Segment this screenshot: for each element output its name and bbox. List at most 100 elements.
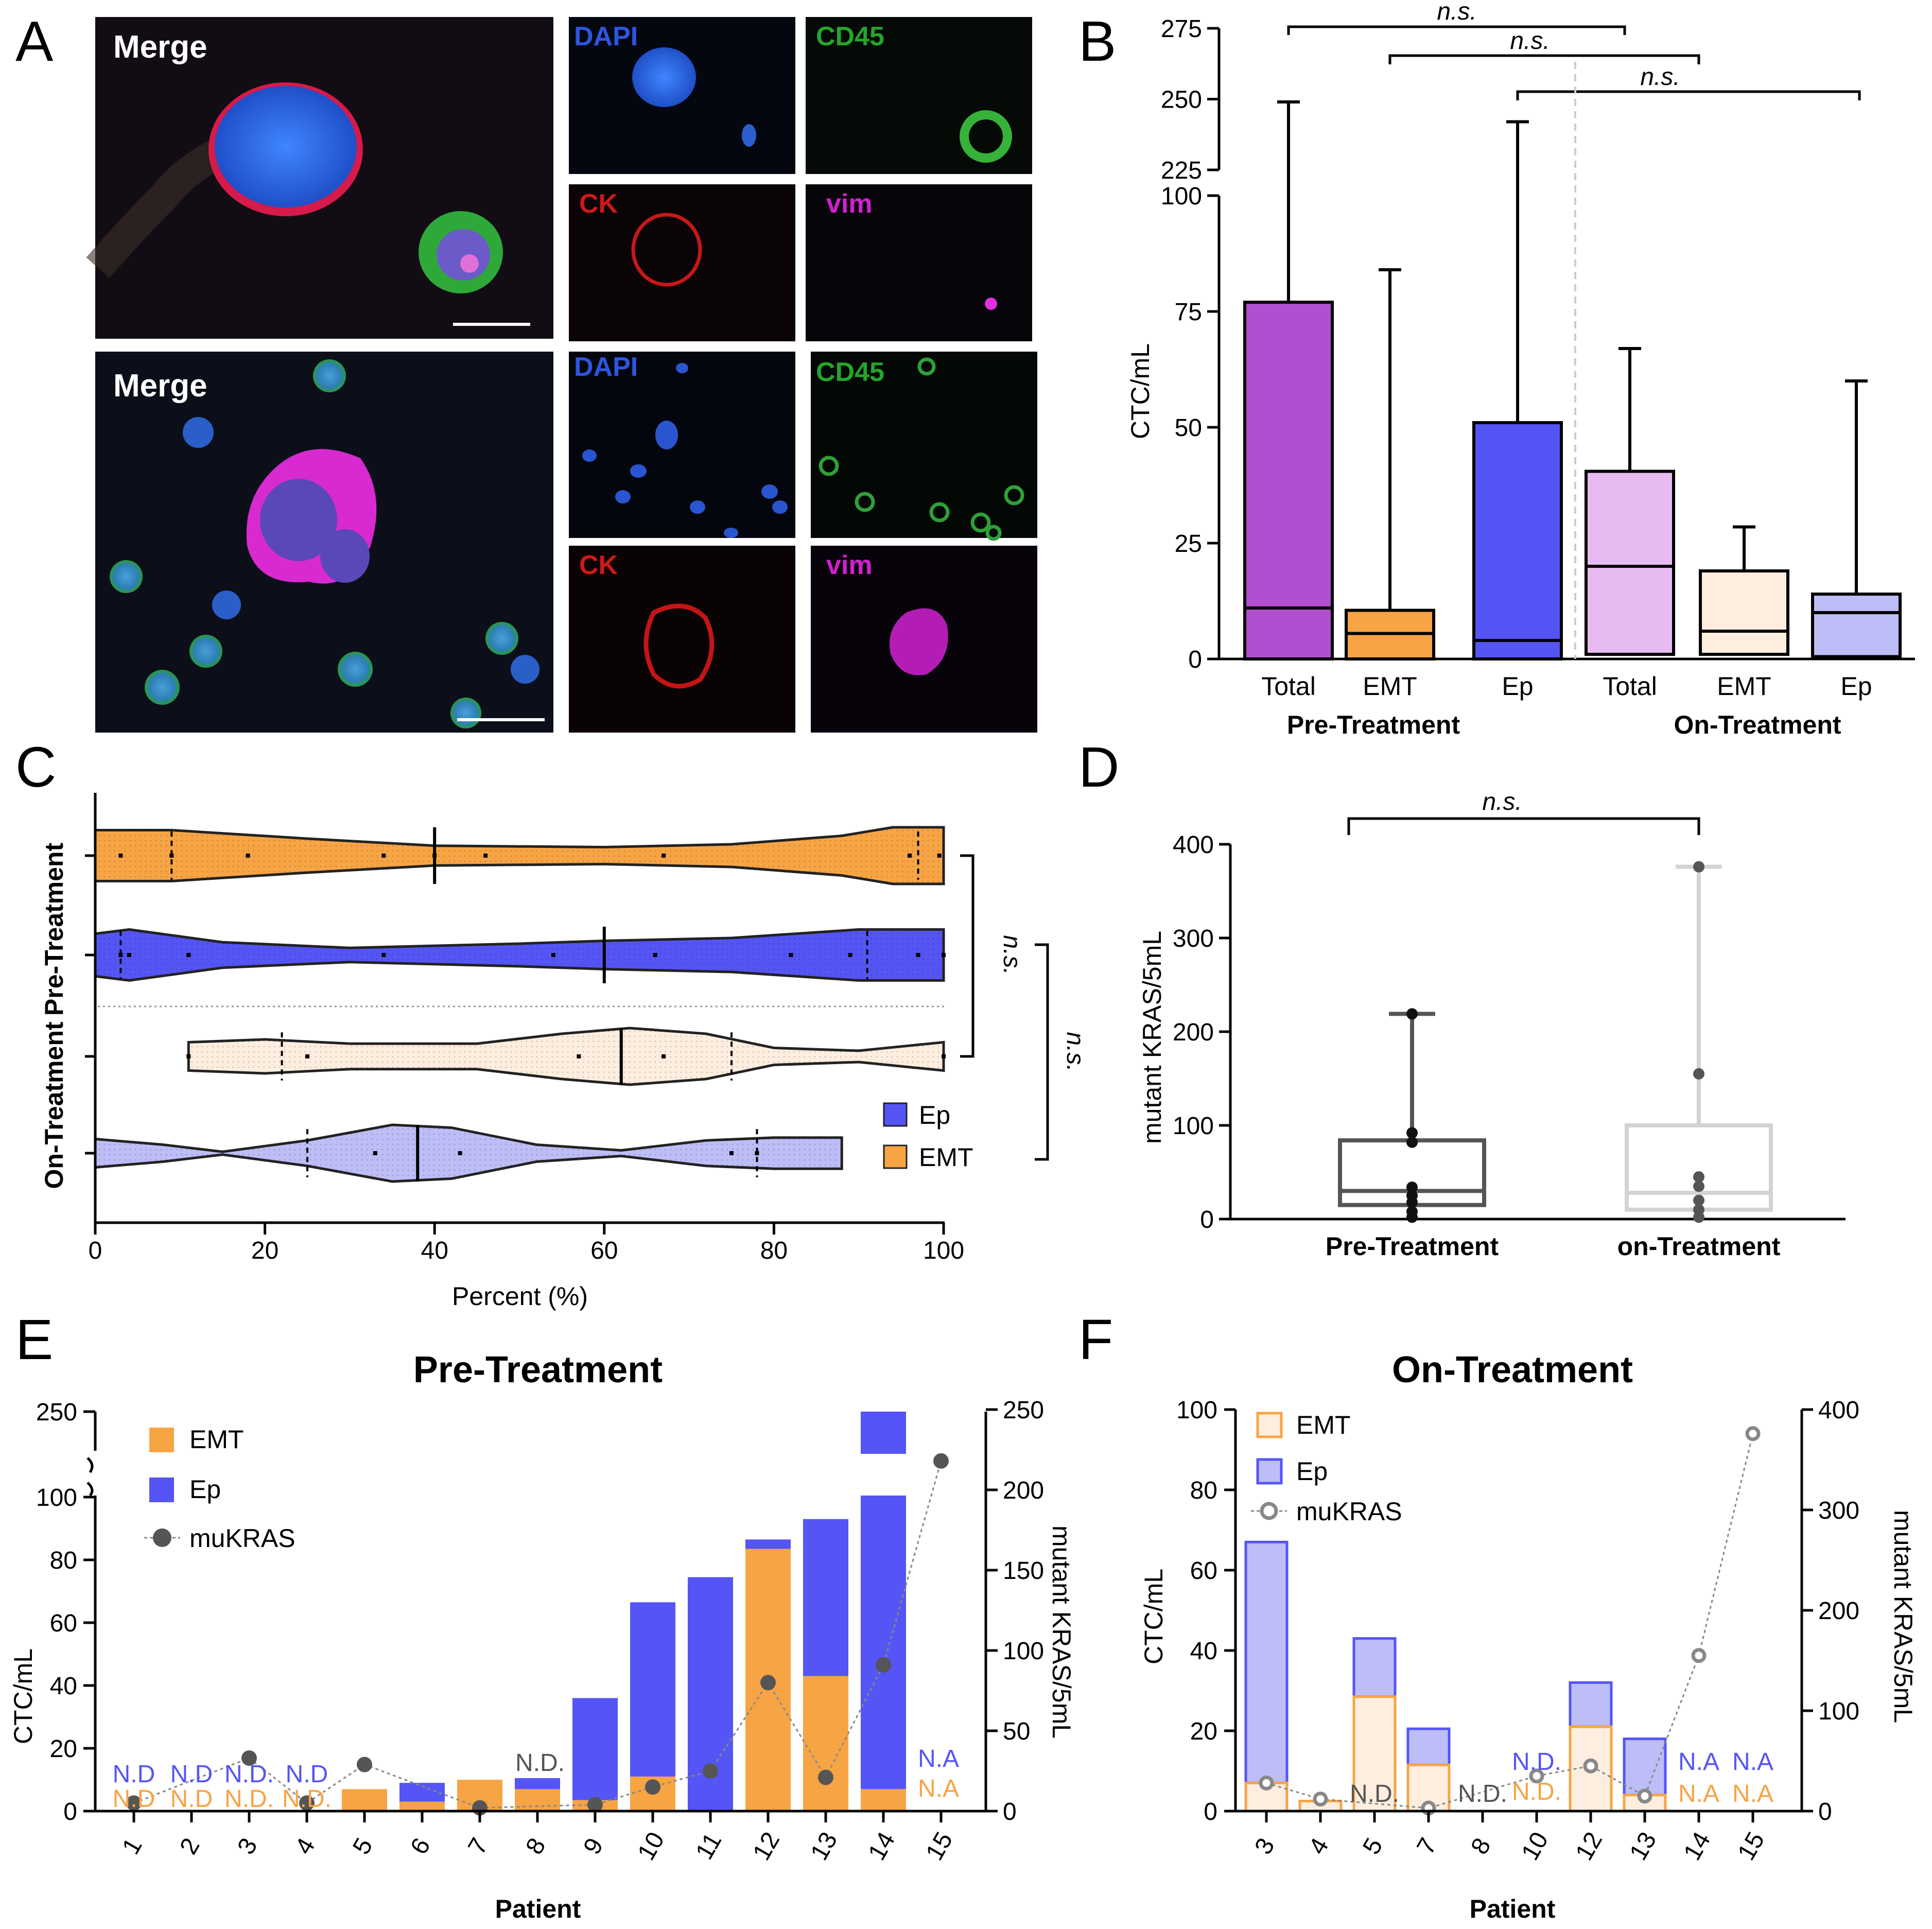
wbc-8: [485, 622, 518, 655]
panel-c-violins: [94, 826, 946, 1183]
c-violin-point: [662, 854, 666, 858]
d-point: [1693, 1194, 1704, 1206]
e-nd-ep: N.D.: [224, 1761, 274, 1788]
f-ytick-label: 20: [1190, 1718, 1217, 1745]
e-kras-point: [933, 1453, 949, 1469]
c-violin-point: [381, 953, 386, 957]
c-violin-point: [432, 854, 437, 858]
c-violin-point: [458, 1151, 462, 1155]
e-xtick-label: 2: [175, 1833, 205, 1859]
f-na-emt: N.A: [1732, 1780, 1773, 1808]
e-kras-point: [818, 1769, 833, 1785]
panel-e-y2label: mutant KRAS/5mL: [1047, 1525, 1076, 1739]
sig-label-c1: n.s.: [998, 935, 1025, 975]
b-ytick-label: 0: [1188, 646, 1202, 673]
b-ytick-label: 25: [1175, 530, 1202, 558]
panel-c-xlabel: Percent (%): [452, 1282, 588, 1311]
e-ytick-label: 100: [36, 1484, 77, 1511]
f-kras-point: [1691, 1648, 1707, 1663]
e-xtick-label: 12: [748, 1828, 786, 1865]
panel-f-ylabel: CTC/mL: [1139, 1569, 1168, 1664]
cd45-label-2: CD45: [816, 357, 884, 387]
c-xtick-label: 0: [89, 1237, 102, 1264]
panel-a-letter: A: [15, 10, 54, 73]
f-legend-kras: muKRAS: [1296, 1497, 1402, 1526]
c-violin-point: [186, 953, 191, 957]
merge-label-1: Merge: [113, 29, 207, 65]
wbc-4: [212, 590, 241, 619]
panel-f-axes: 0 20 40 60 80 100 0 100 200 300 400 3 4 5 7 8 10 12 13 14 15: [1176, 1397, 1859, 1865]
e-bar-ep: [630, 1602, 675, 1777]
e-legend-emt: EMT: [189, 1425, 244, 1454]
ck-label-1: CK: [579, 189, 618, 219]
f-nd-emt: N.D.: [1512, 1778, 1561, 1805]
ck-image-2: [569, 546, 795, 733]
panel-d-letter: D: [1078, 736, 1119, 799]
d-point: [1693, 1211, 1704, 1223]
c-violin-point: [483, 854, 488, 858]
panel-f-legend: EMT Ep muKRAS: [1251, 1411, 1402, 1526]
sig-label-total: n.s.: [1437, 0, 1476, 25]
panel-e-xlabel: Patient: [495, 1895, 581, 1923]
panel-c-axes: 0 20 40 60 80 100: [85, 793, 964, 1264]
f-kras-point: [1583, 1758, 1598, 1774]
f-xtick-label: 4: [1303, 1833, 1334, 1859]
f-ytick-label: 0: [1204, 1798, 1217, 1826]
e-xtick-label: 1: [117, 1833, 147, 1859]
e-kras-point: [876, 1657, 891, 1673]
d-ytick-label: 100: [1173, 1113, 1214, 1140]
b-category-label: Ep: [1502, 672, 1533, 701]
c-violin-point: [937, 854, 942, 858]
panel-e-bars: N.DN.DN.DN.DN.D.N.D.N.DN.D.N.D. N.AN.A: [113, 1412, 959, 1816]
f-xtick-label: 8: [1466, 1833, 1496, 1859]
f-legend-emt-swatch: [1256, 1412, 1283, 1438]
c-xtick-label: 80: [760, 1237, 788, 1264]
e-bar-emt: [803, 1676, 848, 1811]
cd45-rings-2: [819, 357, 1024, 541]
e-ytick-label: 20: [50, 1735, 77, 1763]
dapi-label-1: DAPI: [574, 22, 638, 51]
panel-d-axes: 0 100 200 300 400: [1173, 831, 1846, 1233]
e-nd-emt: N.D.: [224, 1785, 274, 1813]
sig-label-c2: n.s.: [1061, 1032, 1089, 1071]
panel-d-boxes: [1338, 861, 1773, 1223]
c-violin-point: [577, 1054, 581, 1058]
sig-bracket-emt: [1388, 54, 1700, 64]
f-xtick-label: 13: [1625, 1828, 1662, 1865]
f-ytick-label: 60: [1190, 1557, 1217, 1585]
panel-f-y2label: mutant KRAS/5mL: [1889, 1510, 1918, 1723]
e-xtick-label: 7: [463, 1833, 493, 1859]
f-nd-ep: N.D.: [1512, 1748, 1561, 1776]
merge-label-2: Merge: [113, 368, 207, 404]
panel-b-boxes: [1243, 100, 1902, 661]
panel-e-ylabel: CTC/mL: [9, 1648, 38, 1744]
f-y2tick-label: 200: [1818, 1597, 1859, 1625]
c-violin-point: [118, 854, 123, 858]
legend-label-emt: EMT: [919, 1143, 973, 1172]
leukocyte-nucleus: [437, 229, 490, 281]
e-y2tick-label: 100: [1003, 1638, 1044, 1665]
d-point: [1406, 1127, 1418, 1139]
dapi-image-2: [569, 352, 795, 538]
d-point: [1693, 861, 1704, 873]
vim-label-1: vim: [826, 189, 873, 219]
legend-swatch-ep: [883, 1102, 908, 1127]
panel-c-sig-brackets: [960, 854, 1049, 1161]
f-xtick-label: 12: [1571, 1828, 1608, 1865]
b-box: [1472, 421, 1563, 661]
e-axis-break: [86, 1457, 94, 1497]
e-nd-ep: N.D: [286, 1761, 328, 1788]
legend-label-ep: Ep: [919, 1101, 950, 1129]
panel-d-sig-label: n.s.: [1482, 788, 1522, 815]
e-bar-emt: [515, 1789, 560, 1811]
sig-bracket-emt-c: [960, 854, 974, 1058]
wbc-6: [145, 670, 180, 705]
panel-e-bar-chart: E Pre-Treatment CTC/mL mutant KRAS/5mL N…: [9, 1308, 1076, 1923]
panel-d-cat-pre: Pre-Treatment: [1326, 1232, 1499, 1261]
c-violin-point: [118, 953, 123, 957]
d-point: [1693, 1180, 1704, 1192]
b-category-label: EMT: [1363, 672, 1417, 701]
d-ytick-label: 0: [1200, 1206, 1214, 1233]
c-violin-texture: [95, 1125, 842, 1181]
leukocyte-vim: [460, 254, 479, 273]
